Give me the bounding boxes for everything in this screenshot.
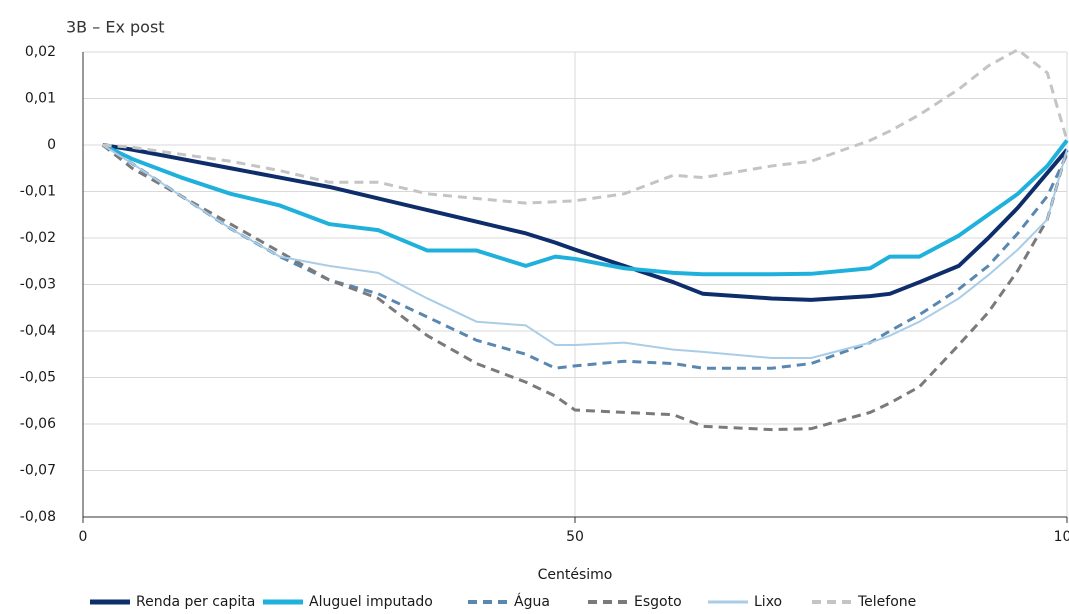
legend-label: Água — [514, 593, 550, 610]
y-tick-label: -0,04 — [20, 323, 56, 339]
series-line — [101, 139, 1069, 277]
y-tick-label: -0,05 — [20, 370, 56, 386]
y-tick-label: -0,02 — [20, 230, 56, 246]
series-line — [102, 48, 1069, 205]
x-axis-label: Centésimo — [538, 567, 613, 583]
legend-label: Renda per capita — [136, 594, 255, 610]
y-tick-label: 0,02 — [25, 44, 56, 60]
legend-label: Aluguel imputado — [309, 594, 433, 610]
series-line — [102, 143, 1069, 302]
series-line — [102, 144, 1068, 359]
legend-label: Telefone — [857, 594, 916, 610]
legend-label: Esgoto — [634, 594, 682, 610]
y-tick-label: 0 — [47, 137, 56, 153]
y-tick-label: -0,07 — [20, 463, 56, 479]
chart-title: 3B – Ex post — [66, 18, 165, 37]
y-tick-label: -0,08 — [20, 509, 56, 525]
y-tick-label: 0,01 — [25, 91, 56, 107]
series-line — [101, 143, 1069, 370]
y-tick-label: -0,01 — [20, 184, 56, 200]
x-tick-label: 0 — [79, 529, 88, 545]
x-tick-label: 50 — [566, 529, 584, 545]
x-tick-label: 100 — [1054, 529, 1069, 545]
legend-label: Lixo — [754, 594, 782, 610]
series-line — [101, 143, 1069, 432]
y-tick-label: -0,06 — [20, 416, 56, 432]
y-tick-label: -0,03 — [20, 277, 56, 293]
